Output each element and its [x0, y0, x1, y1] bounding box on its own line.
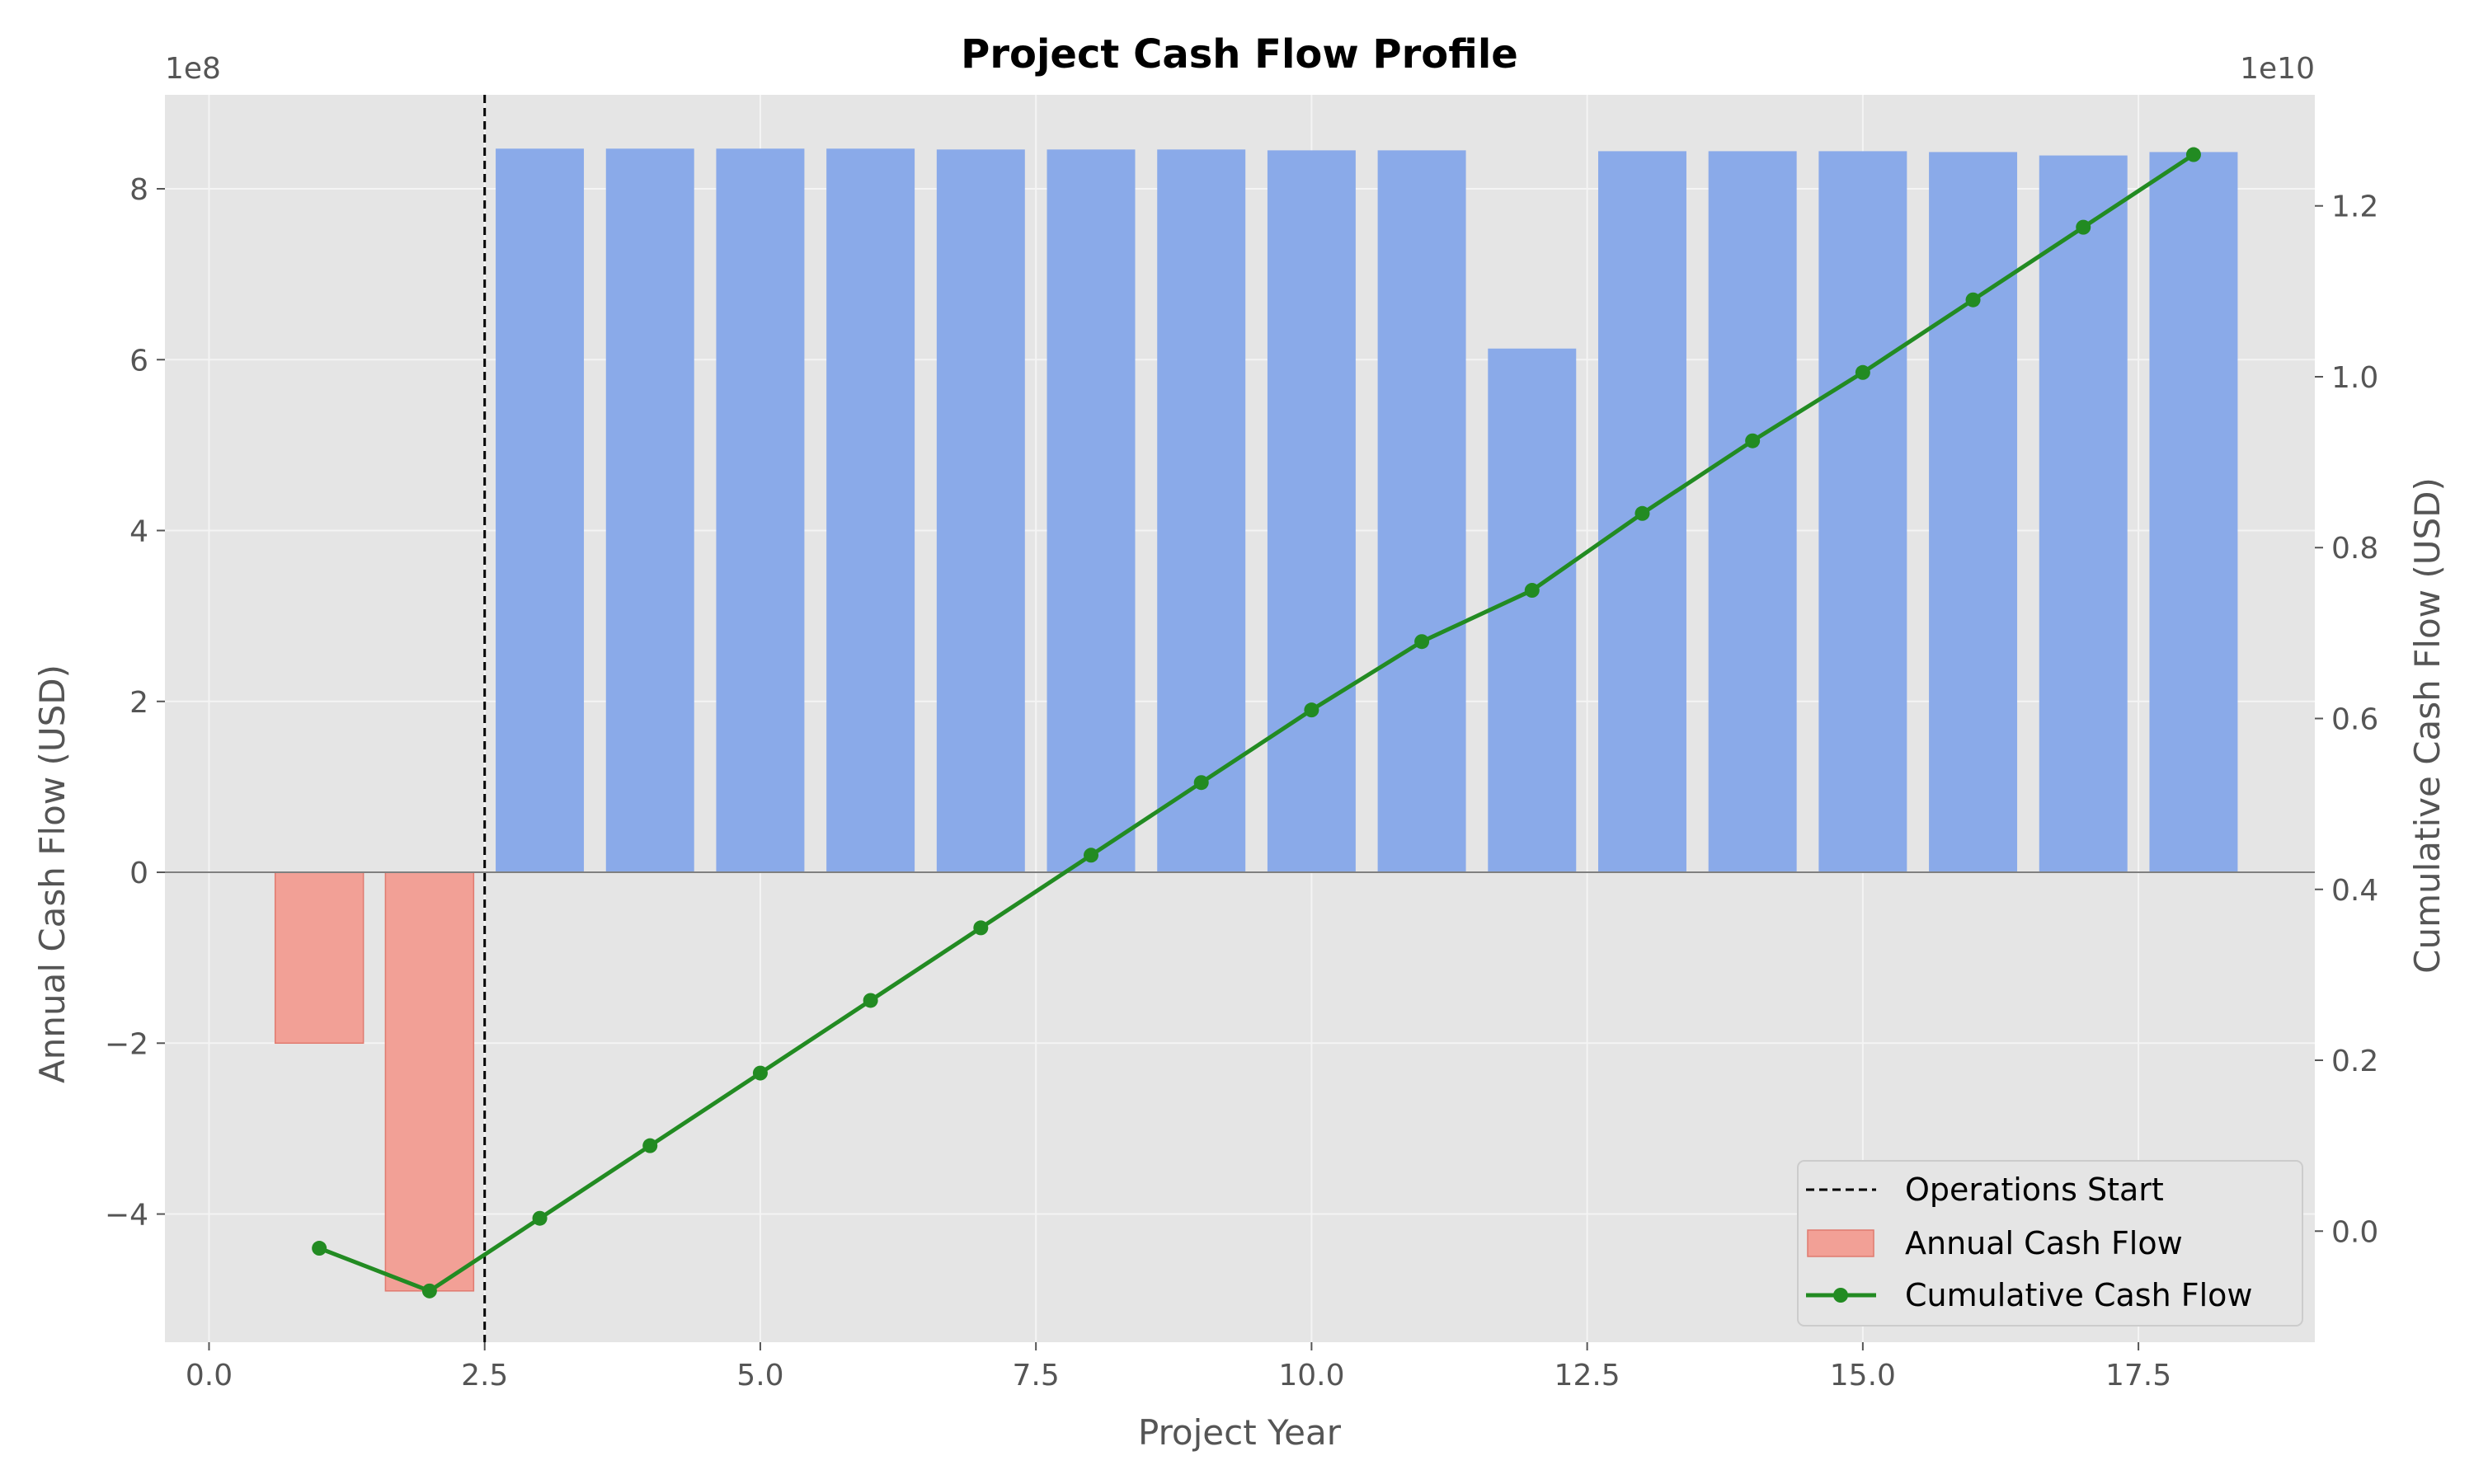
- bar-annual-cash-flow: [1377, 150, 1466, 873]
- bar-annual-cash-flow: [826, 148, 915, 873]
- y-tick-label: 6: [129, 344, 148, 378]
- bar-annual-cash-flow: [936, 149, 1025, 873]
- cumulative-cash-flow-point: [1414, 634, 1430, 650]
- cumulative-cash-flow-point: [1524, 583, 1540, 599]
- bar-annual-cash-flow: [1267, 150, 1356, 873]
- y-right-offset-text: 1e10: [2240, 52, 2315, 86]
- bar-annual-cash-flow: [2149, 152, 2238, 873]
- y-right-axis-label: Cumulative Cash Flow (USD): [2407, 477, 2448, 974]
- y-offset-text: 1e8: [165, 52, 221, 86]
- y-right-tick-label: 0.8: [2331, 532, 2378, 566]
- cumulative-cash-flow-point: [973, 920, 989, 936]
- bar-annual-cash-flow: [2039, 155, 2128, 873]
- bar-annual-cash-flow: [716, 148, 805, 873]
- cumulative-cash-flow-point: [312, 1241, 327, 1256]
- bar-annual-cash-flow: [1708, 151, 1797, 873]
- cumulative-cash-flow-point: [752, 1065, 768, 1081]
- bar-annual-cash-flow: [274, 871, 365, 1045]
- y-right-tick-label: 0.0: [2331, 1215, 2378, 1249]
- cumulative-cash-flow-point: [1304, 702, 1319, 718]
- line-layer: [312, 147, 2201, 1298]
- cumulative-cash-flow-point: [532, 1210, 548, 1226]
- cumulative-cash-flow-point: [1965, 292, 1981, 308]
- y-tick-label: −2: [105, 1027, 148, 1061]
- y-right-tick-label: 0.4: [2331, 874, 2378, 908]
- cumulative-cash-flow-point: [1855, 364, 1870, 380]
- bar-annual-cash-flow: [1488, 348, 1577, 873]
- tick-layer: 0.0 2.5 5.0 7.5 10.0 12.5 15.0 17.5 −4 −2 0 2 4 6 8 0.0…: [105, 173, 2378, 1392]
- bar-annual-cash-flow: [1157, 149, 1246, 873]
- cumulative-cash-flow-point: [2185, 147, 2201, 162]
- chart-title: Project Cash Flow Profile: [961, 31, 1518, 77]
- y-right-tick-label: 0.6: [2331, 703, 2378, 737]
- y-axis-label: Annual Cash Flow (USD): [32, 665, 73, 1083]
- x-tick-label: 7.5: [1013, 1359, 1060, 1392]
- x-tick-label: 15.0: [1830, 1359, 1896, 1392]
- cumulative-cash-flow-point: [421, 1283, 437, 1298]
- bar-annual-cash-flow: [605, 148, 694, 873]
- cumulative-cash-flow-point: [1193, 775, 1209, 791]
- bar-annual-cash-flow: [1047, 149, 1136, 873]
- cumulative-cash-flow-point: [1745, 433, 1761, 448]
- x-tick-label: 12.5: [1554, 1359, 1620, 1392]
- y-tick-label: 0: [129, 857, 148, 890]
- legend: Operations Start Annual Cash Flow Cumula…: [1797, 1160, 2303, 1327]
- legend-label-annual-cash-flow: Annual Cash Flow: [1905, 1225, 2183, 1261]
- legend-swatch-annual-cash-flow: [1807, 1229, 1874, 1257]
- legend-label-operations-start: Operations Start: [1905, 1172, 2164, 1208]
- cumulative-cash-flow-point: [642, 1138, 658, 1153]
- legend-box: [1797, 1160, 2303, 1327]
- x-tick-label: 10.0: [1278, 1359, 1344, 1392]
- bar-annual-cash-flow: [384, 871, 475, 1292]
- bar-layer: [274, 148, 2238, 1292]
- y-right-tick-label: 0.2: [2331, 1045, 2378, 1078]
- cumulative-cash-flow-point: [863, 993, 878, 1008]
- y-right-tick-label: 1.0: [2331, 361, 2378, 395]
- x-tick-label: 17.5: [2105, 1359, 2171, 1392]
- y-tick-label: 2: [129, 686, 148, 720]
- cumulative-cash-flow-point: [2076, 219, 2091, 235]
- legend-marker-cumulative-cash-flow: [1833, 1288, 1848, 1303]
- bar-annual-cash-flow: [496, 148, 585, 873]
- x-tick-label: 0.0: [186, 1359, 233, 1392]
- cumulative-cash-flow-point: [1084, 848, 1099, 863]
- x-tick-label: 5.0: [736, 1359, 783, 1392]
- cumulative-cash-flow-line: [318, 153, 2195, 1294]
- legend-label-cumulative-cash-flow: Cumulative Cash Flow: [1905, 1277, 2253, 1313]
- y-tick-label: 4: [129, 515, 148, 549]
- x-axis-label: Project Year: [1138, 1412, 1342, 1453]
- y-right-tick-label: 1.2: [2331, 190, 2378, 224]
- bar-annual-cash-flow: [1818, 151, 1907, 873]
- x-tick-label: 2.5: [461, 1359, 508, 1392]
- y-tick-label: −4: [105, 1199, 148, 1233]
- cumulative-cash-flow-point: [1634, 505, 1650, 521]
- y-tick-label: 8: [129, 173, 148, 207]
- bar-annual-cash-flow: [1929, 152, 2018, 873]
